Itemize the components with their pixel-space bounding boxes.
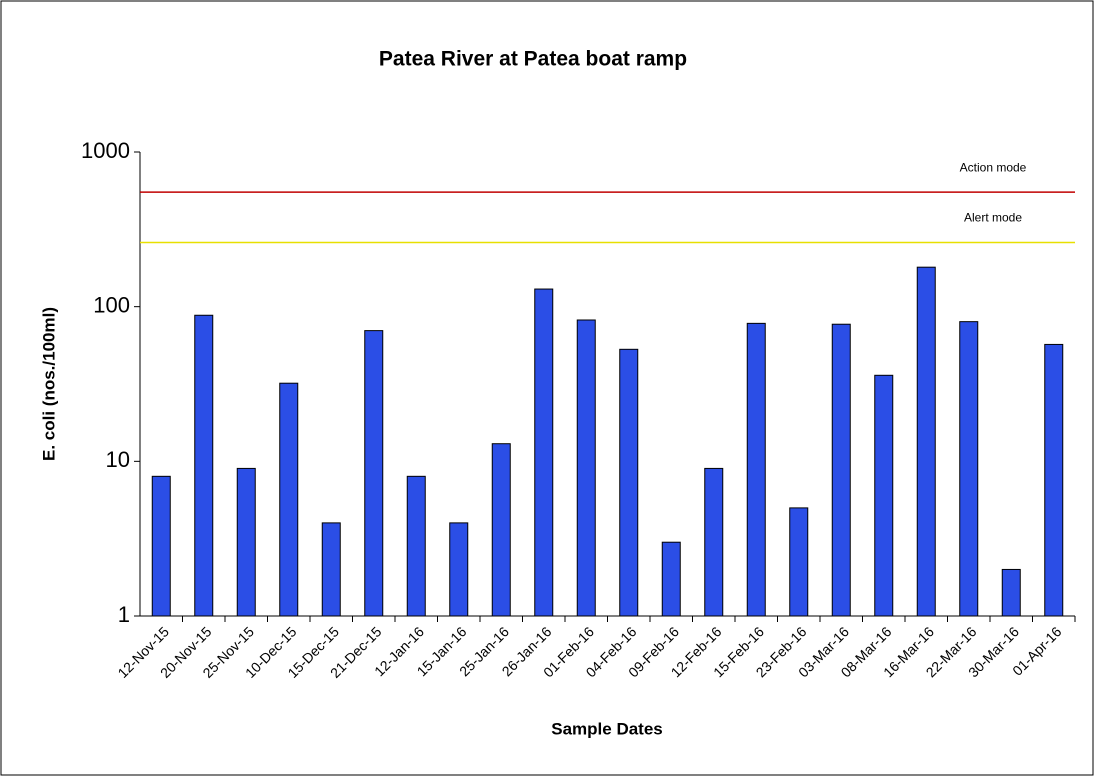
bar	[916, 266, 936, 617]
bar	[661, 541, 681, 617]
bar	[1001, 568, 1021, 617]
bar	[449, 522, 469, 617]
bar	[959, 321, 979, 617]
y-tick-label: 1000	[81, 138, 130, 163]
bar	[1044, 343, 1064, 617]
chart-title: Patea River at Patea boat ramp	[379, 48, 687, 71]
bar	[576, 319, 596, 617]
bar	[746, 322, 766, 617]
bar	[236, 467, 256, 617]
bar	[321, 522, 341, 617]
reference-label: Alert mode	[964, 211, 1022, 225]
reference-label: Action mode	[960, 160, 1027, 174]
y-tick-label: 10	[106, 447, 130, 472]
y-tick-label: 1	[118, 602, 130, 627]
y-tick-label: 100	[93, 292, 130, 317]
bar	[831, 323, 851, 617]
bar	[194, 314, 214, 617]
bar	[491, 443, 511, 617]
bar	[279, 382, 299, 617]
bar	[789, 507, 809, 617]
bar	[619, 348, 639, 617]
bar	[406, 475, 426, 617]
bar	[364, 330, 384, 617]
bar	[534, 288, 554, 617]
y-axis-title: E. coli (nos./100ml)	[39, 307, 58, 461]
x-axis-title: Sample Dates	[551, 719, 663, 738]
bar	[874, 374, 894, 617]
bar	[704, 467, 724, 617]
bar	[151, 475, 171, 617]
